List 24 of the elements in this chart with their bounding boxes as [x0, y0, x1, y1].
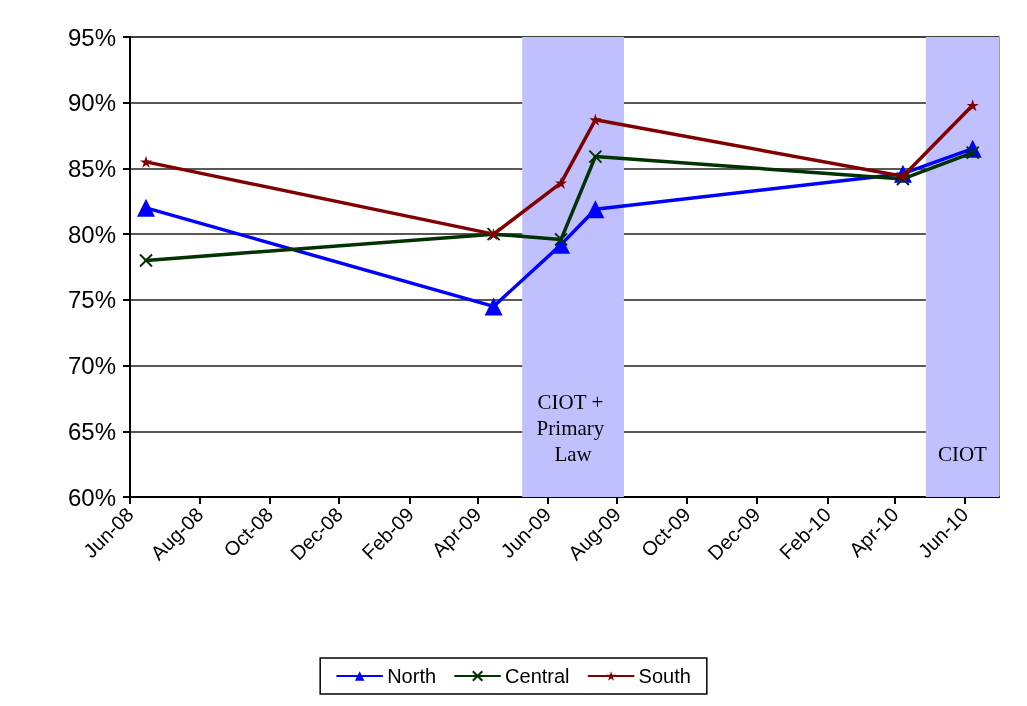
- legend-label: South: [638, 665, 691, 687]
- point: [589, 113, 602, 126]
- point: [137, 198, 156, 217]
- point: [139, 253, 154, 268]
- point: [588, 149, 603, 164]
- y-tick-label: 75%: [67, 286, 116, 314]
- point: [966, 99, 979, 112]
- y-tick-label: 65%: [67, 417, 116, 445]
- y-tick-label: 60%: [67, 483, 116, 511]
- band-label: CIOT + Primary Law: [536, 390, 610, 466]
- y-tick-label: 80%: [67, 220, 116, 248]
- legend-label: Central: [505, 665, 570, 687]
- band-label: CIOT: [937, 442, 988, 466]
- point: [554, 232, 569, 247]
- point: [140, 155, 153, 168]
- y-tick-label: 85%: [67, 154, 116, 182]
- point: [484, 297, 503, 316]
- point: [965, 145, 980, 160]
- y-tick-label: 90%: [67, 89, 116, 117]
- point: [555, 176, 568, 189]
- point: [586, 200, 605, 219]
- legend-label: North: [387, 665, 437, 687]
- y-tick-label: 95%: [67, 23, 116, 51]
- y-tick-label: 70%: [67, 352, 116, 380]
